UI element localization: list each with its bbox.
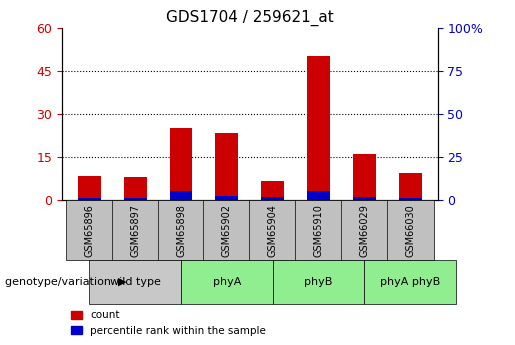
Legend: count, percentile rank within the sample: count, percentile rank within the sample: [67, 306, 270, 340]
Bar: [307, 56, 330, 200]
Bar: [169, 128, 193, 200]
Bar: [353, 197, 376, 200]
Text: GSM65898: GSM65898: [176, 204, 186, 257]
Bar: [261, 181, 284, 200]
Bar: [169, 191, 193, 200]
Text: GSM66029: GSM66029: [359, 204, 369, 257]
Text: GSM66030: GSM66030: [405, 204, 415, 257]
Bar: [78, 176, 101, 200]
Text: GSM65897: GSM65897: [130, 204, 140, 257]
Bar: [261, 197, 284, 200]
Bar: [307, 191, 330, 200]
Text: GSM65896: GSM65896: [84, 204, 94, 257]
Bar: [215, 196, 238, 200]
Bar: [78, 197, 101, 200]
Text: GSM65904: GSM65904: [268, 204, 278, 257]
Bar: [399, 173, 422, 200]
Text: phyB: phyB: [304, 277, 333, 287]
Bar: [353, 154, 376, 200]
Text: genotype/variation  ▶: genotype/variation ▶: [5, 277, 127, 287]
Bar: [124, 197, 147, 200]
Bar: [399, 197, 422, 200]
Title: GDS1704 / 259621_at: GDS1704 / 259621_at: [166, 10, 334, 26]
Text: phyA: phyA: [213, 277, 241, 287]
Bar: [124, 177, 147, 200]
Text: GSM65902: GSM65902: [222, 204, 232, 257]
Bar: [215, 132, 238, 200]
Text: wild type: wild type: [110, 277, 161, 287]
Text: phyA phyB: phyA phyB: [380, 277, 440, 287]
Text: GSM65910: GSM65910: [314, 204, 323, 257]
